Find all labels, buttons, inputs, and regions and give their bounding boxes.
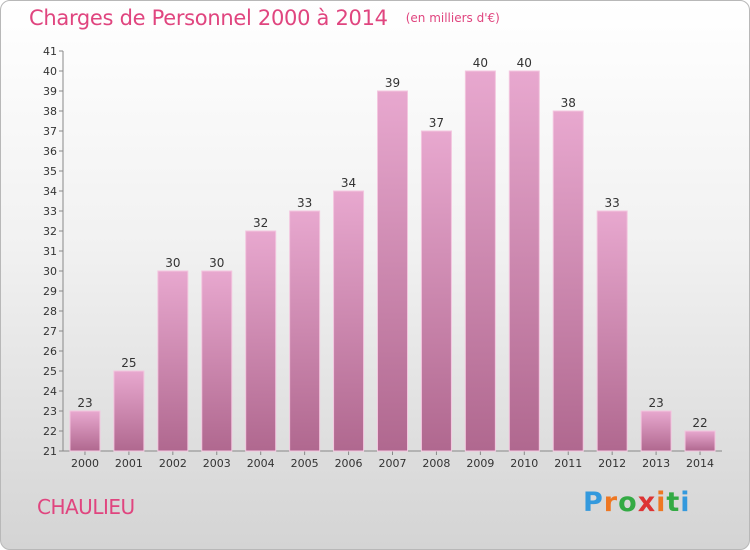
y-tick-label: 36 — [43, 145, 57, 158]
bar-value-label: 32 — [253, 216, 268, 230]
bar-value-label: 23 — [648, 396, 663, 410]
bar-value-label: 38 — [561, 96, 576, 110]
chart-title-text: Charges de Personnel 2000 à 2014 — [29, 6, 388, 30]
y-tick-label: 24 — [43, 385, 57, 398]
x-tick-label: 2002 — [159, 457, 187, 470]
chart-unit: (en milliers d'€) — [405, 11, 500, 25]
bar — [684, 430, 716, 452]
y-tick-label: 31 — [43, 245, 57, 258]
y-tick-label: 39 — [43, 85, 57, 98]
bar — [640, 410, 672, 452]
y-tick-label: 32 — [43, 225, 57, 238]
bar-value-label: 37 — [429, 116, 444, 130]
y-tick-label: 33 — [43, 205, 57, 218]
bar — [464, 70, 496, 452]
x-tick-label: 2014 — [686, 457, 714, 470]
bar — [69, 410, 101, 452]
y-tick-label: 22 — [43, 425, 57, 438]
x-tick-label: 2009 — [466, 457, 494, 470]
bar — [508, 70, 540, 452]
y-tick-label: 28 — [43, 305, 57, 318]
x-tick-label: 2003 — [203, 457, 231, 470]
x-tick-label: 2000 — [71, 457, 99, 470]
chart-title: Charges de Personnel 2000 à 2014 (en mill… — [29, 6, 500, 30]
y-axis: 21 22 23 24 25 26 27 28 29 30 31 32 33 34 35 36 37 38 39 40… — [43, 45, 64, 458]
y-tick-label: 30 — [43, 265, 57, 278]
value-labels: 23 25 30 30 32 33 34 39 37 40 40 38 33 23 22 — [77, 56, 707, 430]
x-tick-label: 2004 — [247, 457, 275, 470]
bar — [245, 230, 277, 452]
y-tick-label: 37 — [43, 125, 57, 138]
bar-value-label: 40 — [517, 56, 532, 70]
bar-value-label: 23 — [77, 396, 92, 410]
bar-value-label: 33 — [605, 196, 620, 210]
bar — [377, 90, 408, 452]
y-tick-label: 35 — [43, 165, 57, 178]
bar — [420, 130, 452, 452]
y-tick-label: 29 — [43, 285, 57, 298]
y-tick-label: 21 — [43, 445, 57, 458]
y-tick-label: 25 — [43, 365, 57, 378]
bar — [333, 190, 365, 452]
x-tick-label: 2001 — [115, 457, 143, 470]
x-tick-label: 2012 — [598, 457, 626, 470]
bar — [289, 210, 321, 452]
x-tick-label: 2005 — [291, 457, 319, 470]
y-tick-label: 38 — [43, 105, 57, 118]
x-tick-label: 2008 — [422, 457, 450, 470]
y-tick-label: 34 — [43, 185, 57, 198]
bar-value-label: 25 — [121, 356, 136, 370]
bar — [552, 110, 584, 452]
bar — [157, 270, 189, 452]
bar-value-label: 39 — [385, 76, 400, 90]
bar-value-label: 40 — [473, 56, 488, 70]
bar — [113, 370, 145, 452]
y-tick-label: 26 — [43, 345, 57, 358]
x-tick-label: 2007 — [379, 457, 407, 470]
bar — [596, 210, 628, 452]
x-axis: 2000 2001 2002 2003 2004 2005 2006 2007 2008 2009… — [63, 450, 722, 470]
bars — [69, 70, 716, 452]
x-tick-label: 2011 — [554, 457, 582, 470]
x-tick-label: 2013 — [642, 457, 670, 470]
y-tick-label: 27 — [43, 325, 57, 338]
y-tick-label: 40 — [43, 65, 57, 78]
bar — [201, 270, 233, 452]
x-tick-label: 2010 — [510, 457, 538, 470]
proxiti-logo: Proxiti — [583, 487, 691, 518]
y-tick-label: 41 — [43, 45, 57, 58]
bar-value-label: 33 — [297, 196, 312, 210]
commune-name: CHAULIEU — [37, 495, 135, 519]
x-tick-label: 2006 — [335, 457, 363, 470]
y-tick-label: 23 — [43, 405, 57, 418]
bar-value-label: 34 — [341, 176, 356, 190]
bar-value-label: 22 — [692, 416, 707, 430]
bar-value-label: 30 — [209, 256, 224, 270]
bar-value-label: 30 — [165, 256, 180, 270]
